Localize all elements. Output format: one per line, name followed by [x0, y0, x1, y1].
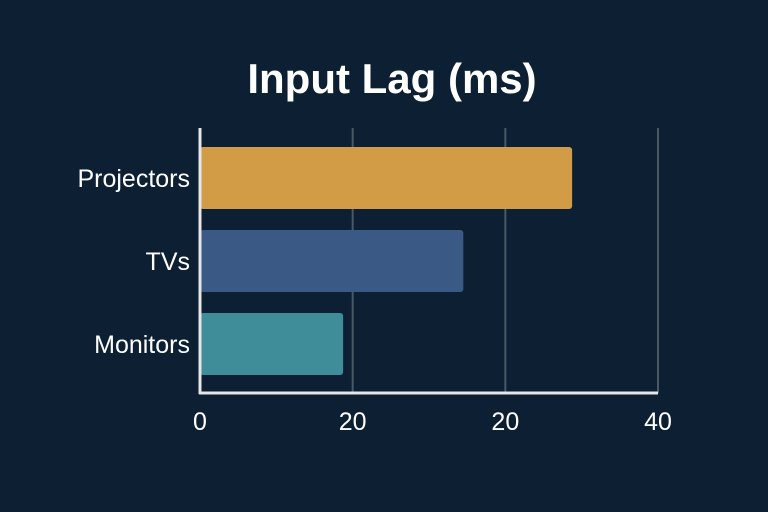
- bar-monitors: [200, 313, 344, 375]
- x-tick-label: 40: [644, 408, 672, 436]
- category-label: TVs: [146, 248, 190, 276]
- bar-projectors: [200, 147, 573, 209]
- bar-tvs: [200, 230, 464, 292]
- x-tick-label: 20: [491, 408, 519, 436]
- x-tick-label: 20: [339, 408, 367, 436]
- category-label: Monitors: [94, 331, 190, 359]
- x-tick-label: 0: [193, 408, 207, 436]
- category-label: Projectors: [77, 165, 190, 193]
- chart-title: Input Lag (ms): [247, 55, 536, 102]
